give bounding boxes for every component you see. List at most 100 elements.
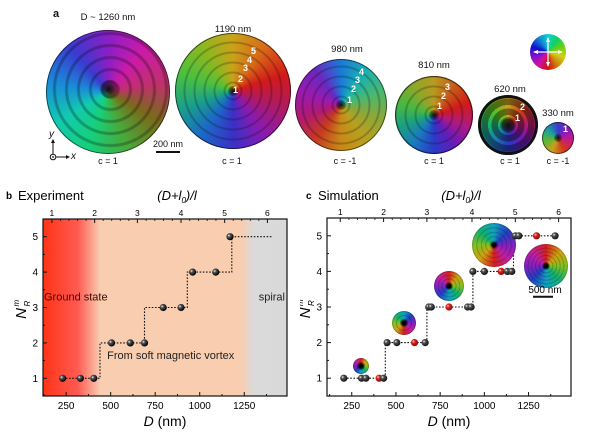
disk-1260nm-diameter-label: D ~ 1260 nm xyxy=(80,12,136,23)
top-x-axis-label: (D+l0)/l xyxy=(157,188,198,205)
disk-980nm-diameter-label: 980 nm xyxy=(331,44,363,55)
top-x-tick-label: 1 xyxy=(50,208,55,218)
panel-title: Experiment xyxy=(18,188,84,203)
ring-number: 3 xyxy=(243,63,249,73)
top-x-tick-label: 5 xyxy=(222,208,227,218)
ring-number: 4 xyxy=(247,55,253,65)
ring-number: 1 xyxy=(233,85,239,95)
x-tick-label: 1000 xyxy=(189,401,212,412)
data-point-highlighted xyxy=(532,232,541,240)
disk-1260nm xyxy=(46,30,170,154)
panel-letter-a: a xyxy=(53,8,60,20)
top-x-axis-label: (D+l0)/l xyxy=(441,188,482,205)
y-tick-label: 4 xyxy=(316,267,322,278)
panel-letter-b: b xyxy=(6,191,12,202)
xy-axes-icon xyxy=(49,139,70,161)
disk-1190nm-diameter-label: 1190 nm xyxy=(214,24,252,35)
disk-330nm-chirality-label: c = -1 xyxy=(546,156,570,166)
chart-experiment: Ground state From soft magnetic vortex spi… xyxy=(6,188,288,429)
region-label-spiral: spiral xyxy=(259,291,285,303)
disk-1190nm-chirality-label: c = 1 xyxy=(222,156,242,166)
top-x-tick-label: 3 xyxy=(135,208,140,218)
data-point-highlighted xyxy=(497,267,505,275)
ring-number: 2 xyxy=(238,74,244,84)
spin-texture-disk xyxy=(524,244,569,289)
data-point xyxy=(421,339,429,347)
x-tick-label: 250 xyxy=(343,401,360,412)
disk-330nm xyxy=(542,122,574,154)
y-tick-label: 1 xyxy=(32,374,38,385)
data-point xyxy=(90,374,98,382)
spin-texture-disk xyxy=(472,222,517,267)
x-tick-label: 750 xyxy=(147,401,164,412)
region-label-soft-vortex: From soft magnetic vortex xyxy=(107,350,235,362)
data-point xyxy=(226,233,234,241)
scale-bar-label-a: 200 nm xyxy=(153,139,184,149)
data-point xyxy=(469,267,477,275)
disk-810nm-diameter-label: 810 nm xyxy=(418,60,450,71)
ring-number: 3 xyxy=(355,75,361,85)
disk-330nm-diameter-label: 330 nm xyxy=(542,108,574,119)
panel-title: Simulation xyxy=(318,188,379,203)
ring-number: 1 xyxy=(347,95,353,105)
axis-x-label: x xyxy=(71,151,76,162)
data-point xyxy=(379,374,388,382)
panel-letter-c: c xyxy=(306,191,312,202)
spin-texture-inset-4 xyxy=(472,222,517,267)
disk-810nm-chirality-label: c = 1 xyxy=(424,156,444,166)
disk-1260nm-chirality-label: c = 1 xyxy=(98,156,118,166)
y-axis-label-N: N xyxy=(300,307,314,318)
data-point xyxy=(140,339,149,347)
x-tick-label: 500 xyxy=(388,401,405,412)
data-point xyxy=(362,374,370,382)
ring-number: 5 xyxy=(251,46,257,56)
spin-texture-inset-1 xyxy=(352,357,369,374)
y-axis-label-sub: R xyxy=(23,301,32,307)
data-point xyxy=(340,374,348,382)
y-tick-label: 5 xyxy=(316,231,322,242)
x-tick-label: 1000 xyxy=(473,401,496,412)
spin-texture-disk xyxy=(352,357,369,374)
x-axis-label: D (nm) xyxy=(144,413,187,429)
top-x-tick-label: 5 xyxy=(513,207,518,217)
top-x-tick-label: 2 xyxy=(381,207,386,217)
ring-number: 3 xyxy=(445,82,451,92)
data-point xyxy=(212,268,220,276)
data-point xyxy=(551,232,559,240)
data-point xyxy=(427,303,435,311)
data-point xyxy=(393,339,401,347)
data-point xyxy=(76,374,85,382)
x-tick-label: 1250 xyxy=(517,401,540,412)
disk-620nm-chirality-label: c = 1 xyxy=(500,156,520,166)
y-tick-label: 5 xyxy=(32,232,38,243)
disk-980nm-chirality-label: c = -1 xyxy=(333,156,357,166)
scale-bar-a xyxy=(156,151,180,153)
color-wheel-icon xyxy=(530,34,566,70)
data-point xyxy=(467,303,475,311)
y-axis-label: NmR xyxy=(300,299,316,318)
spin-texture-inset-3 xyxy=(434,270,464,301)
scale-bar-label: 500 nm xyxy=(528,285,561,296)
x-tick-label: 500 xyxy=(102,401,119,412)
ring-number: 2 xyxy=(441,91,447,101)
disk-620nm-diameter-label: 620 nm xyxy=(494,84,526,95)
data-point xyxy=(177,303,185,312)
data-point xyxy=(126,339,134,347)
top-x-tick-label: 1 xyxy=(338,207,343,217)
y-axis-label-sup: m xyxy=(300,299,305,306)
top-x-tick-label: 3 xyxy=(425,207,430,217)
data-point xyxy=(515,232,523,240)
top-x-tick-label: 2 xyxy=(92,208,97,218)
x-tick-label: 1250 xyxy=(233,401,256,412)
spin-texture-inset-2 xyxy=(391,311,416,336)
y-tick-label: 4 xyxy=(32,268,38,279)
spin-texture-inset-5 xyxy=(524,244,569,289)
region-label-ground-state: Ground state xyxy=(44,291,108,303)
ring-number: 1 xyxy=(563,124,569,134)
spin-texture-disk xyxy=(434,270,464,301)
data-point xyxy=(480,267,488,275)
ring-number: 1 xyxy=(437,101,443,111)
x-tick-label: 750 xyxy=(432,401,449,412)
